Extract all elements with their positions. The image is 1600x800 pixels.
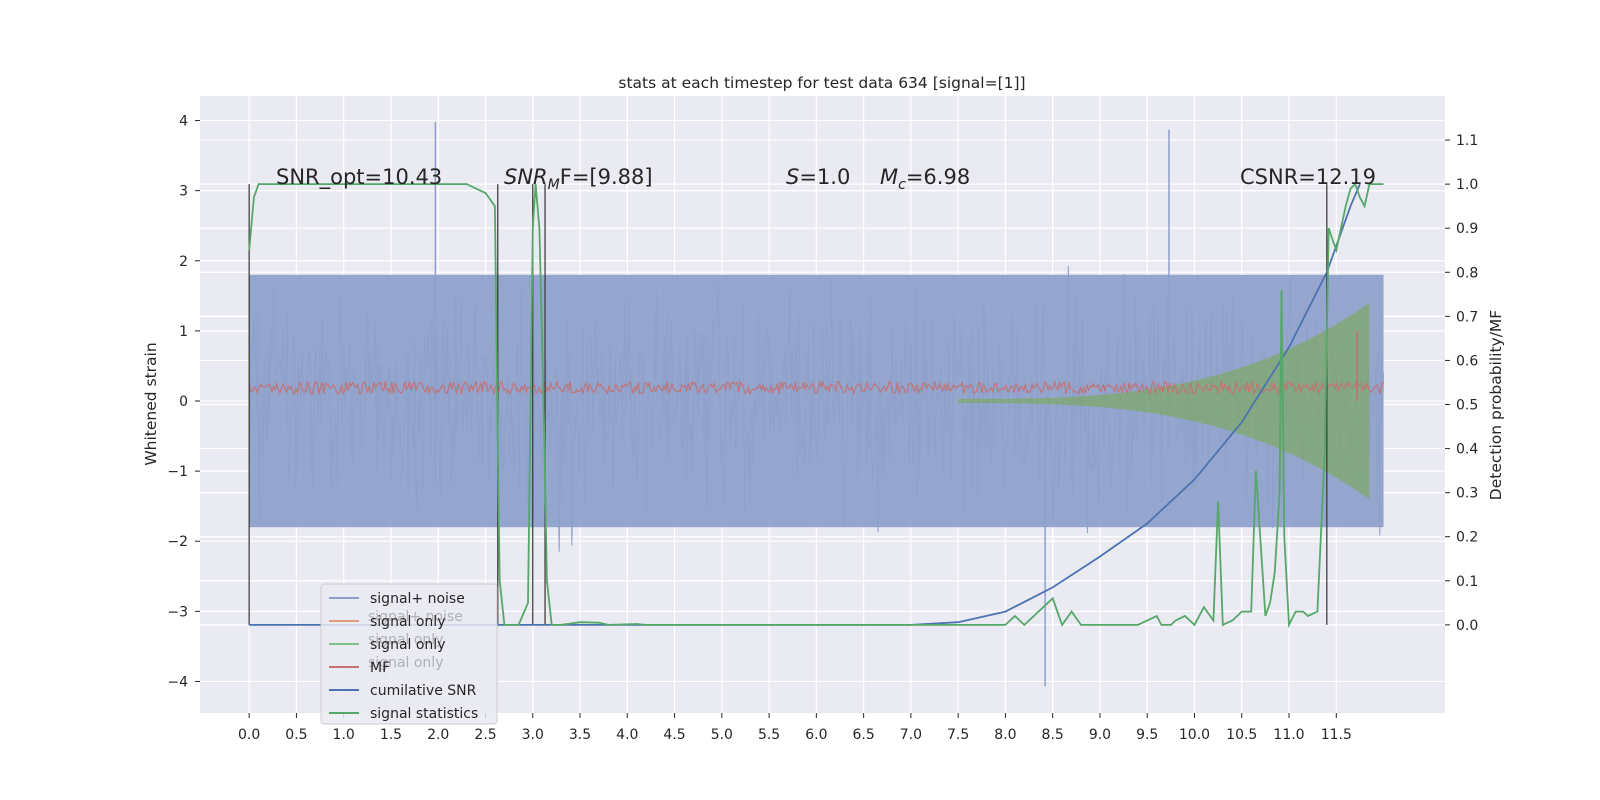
x-tick-label: 4.5 [663,727,685,743]
x-tick-label: 9.5 [1136,727,1158,743]
y-right-tick-label: 0.9 [1456,221,1478,237]
x-tick-label: 6.5 [852,727,874,743]
x-tick-label: 5.0 [711,727,733,743]
x-tick-label: 4.0 [616,727,638,743]
cumulative-snr-line [249,183,1361,626]
y-left-tick-label: −2 [167,534,188,550]
x-tick-label: 8.0 [994,727,1016,743]
s-value: =1.0 [799,165,850,189]
y-right-tick-label: 0.5 [1456,398,1478,414]
y-left-tick-label: −1 [167,464,188,480]
snr-mf-rest: F=[9.88] [560,165,653,189]
legend-label: signal only [370,614,445,630]
legend-label: cumilative SNR [370,683,477,699]
y-right-tick-label: 0.4 [1456,442,1478,458]
x-tick-label: 11.5 [1321,727,1352,743]
x-tick-label: 9.0 [1089,727,1111,743]
x-tick-label: 1.0 [333,727,355,743]
y-left-tick-label: 4 [179,114,188,130]
legend-label: MF [370,660,390,676]
y-right-tick-label: 1.1 [1456,133,1478,149]
y-right-tick-label: 0.7 [1456,309,1478,325]
legend-ghost-label: signal only [368,655,443,671]
y-left-tick-label: −4 [167,674,188,690]
x-tick-label: 7.0 [900,727,922,743]
x-tick-label: 0.5 [285,727,307,743]
annotation-mc: Mc=6.98 [880,165,970,193]
y-axis-right-label: Detection probability/MF [1487,310,1505,501]
mc-value: =6.98 [906,165,970,189]
snr-mf-subscript: M [548,177,560,193]
x-tick-label: 1.5 [380,727,402,743]
y-right-tick-label: 1.0 [1456,177,1478,193]
x-tick-label: 5.5 [758,727,780,743]
x-tick-label: 3.0 [522,727,544,743]
x-tick-label: 6.0 [805,727,827,743]
y-right-tick-label: 0.2 [1456,530,1478,546]
y-left-tick-label: 3 [179,184,188,200]
annotations: SNR_opt=10.43 SNRMF=[9.88] S=1.0 Mc=6.98… [276,165,1376,193]
series-layer [248,121,1385,687]
x-tick-label: 10.0 [1179,727,1210,743]
mc-subscript: c [898,177,906,193]
y-right-tick-label: 0.6 [1456,353,1478,369]
y-left-tick-label: 1 [179,324,188,340]
legend-label: signal statistics [370,706,478,722]
annotation-csnr: CSNR=12.19 [1240,165,1376,189]
annotation-snr-mf: SNRMF=[9.88] [504,165,653,193]
x-tick-label: 8.5 [1042,727,1064,743]
x-tick-label: 2.5 [474,727,496,743]
y-axis-left: 4 3 2 1 0 −1 −2 −3 −4 [167,114,200,690]
legend-label: signal only [370,637,445,653]
y-axis-left-label: Whitened strain [142,342,160,465]
x-axis: 0.0 0.5 1.0 1.5 2.0 2.5 3.0 3.5 4.0 4.5 5.0 5.5 6.0 6… [238,713,1352,743]
y-right-tick-label: 0.0 [1456,618,1478,634]
legend-ghost-label: signal only [368,632,443,648]
x-tick-label: 10.5 [1226,727,1257,743]
signal-only-envelope [958,302,1370,500]
annotation-s: S=1.0 [786,165,850,189]
x-tick-label: 3.5 [569,727,591,743]
x-tick-label: 11.0 [1273,727,1304,743]
legend-frame [320,583,498,725]
x-tick-label: 7.5 [947,727,969,743]
y-right-tick-label: 0.8 [1456,265,1478,281]
legend-ghost-label: signal+ noise [368,609,463,625]
y-axis-right: 1.1 1.0 0.9 0.8 0.7 0.6 0.5 0.4 0.3 0.2 0.1 0.0 [1445,133,1478,634]
y-right-tick-label: 0.1 [1456,574,1478,590]
y-left-tick-label: 2 [179,254,188,270]
legend-label: signal+ noise [370,591,465,607]
y-right-tick-label: 0.3 [1456,486,1478,502]
x-tick-label: 0.0 [238,727,260,743]
snr-mf-main: SNR [504,165,548,189]
mf-line [248,379,1384,397]
chart-title: stats at each timestep for test data 634… [618,74,1025,92]
y-left-tick-label: 0 [179,394,188,410]
signal-statistics-line [248,182,1384,629]
mc-italic: M [880,165,898,189]
y-left-tick-label: −3 [167,604,188,620]
s-italic: S [786,165,799,189]
x-tick-label: 2.0 [427,727,449,743]
annotation-snr-opt: SNR_opt=10.43 [276,165,442,190]
